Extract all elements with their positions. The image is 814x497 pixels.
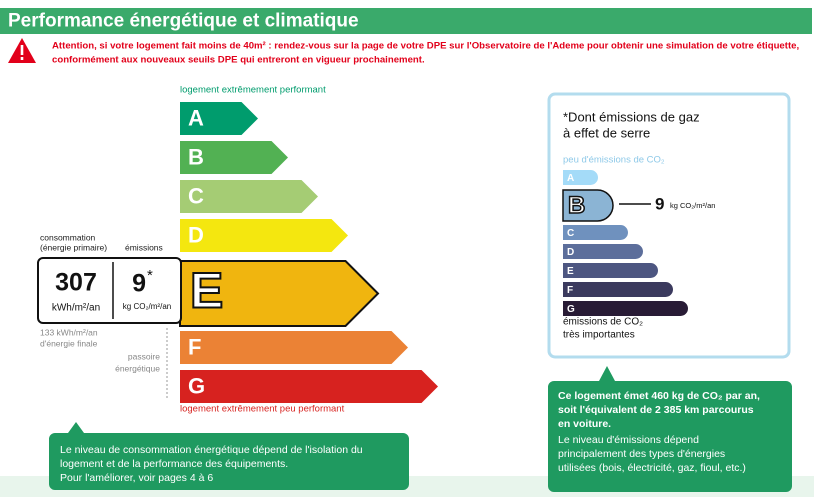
class-bar — [180, 180, 318, 213]
ghg-class-bar — [563, 244, 643, 259]
value-box — [37, 257, 182, 324]
emissions-unit: kg CO₂/m²/an — [123, 302, 171, 311]
ghg-class-bar — [562, 189, 614, 222]
ghg-top-note: peu d'émissions de CO₂ — [563, 155, 665, 166]
callout-text: en voiture. — [558, 418, 611, 430]
emissions-callout — [548, 366, 792, 492]
emissions-value: 9 — [132, 270, 146, 298]
bottom-note: logement extrêmement peu performant — [180, 404, 345, 415]
class-bar — [180, 219, 348, 252]
class-letter: G — [188, 373, 205, 398]
top-note: logement extrêmement performant — [180, 85, 326, 96]
class-letter: D — [188, 222, 204, 247]
warning-text: conformément aux nouveaux seuils DPE qui… — [52, 55, 425, 66]
ghg-class-letter: E — [567, 266, 574, 277]
passoire-note: énergétique — [115, 363, 160, 373]
ghg-bottom-note: très importantes — [563, 330, 635, 341]
ghg-class-letter: C — [567, 228, 574, 239]
emissions-mark: * — [147, 267, 153, 284]
final-energy: d'énergie finale — [40, 338, 98, 348]
class-letter: B — [188, 144, 204, 169]
header-bar — [0, 8, 812, 34]
ghg-title: à effet de serre — [563, 125, 650, 140]
class-letter: F — [188, 334, 201, 359]
class-bar — [180, 370, 438, 403]
ghg-class-bar — [563, 225, 628, 240]
callout-text: Le niveau d'émissions dépend — [558, 434, 699, 446]
ghg-class-letter: B — [568, 192, 585, 219]
consumption-callout — [49, 422, 409, 490]
emissions-caption: émissions — [125, 242, 163, 252]
ghg-unit: kg CO₂/m²/an — [670, 201, 715, 210]
class-letter: E — [190, 263, 223, 319]
ghg-class-letter: D — [567, 247, 574, 258]
class-letter: C — [188, 183, 204, 208]
callout-text: principalement des types d'énergies — [558, 448, 725, 460]
callout-text: utilisées (bois, électricité, gaz, fioul… — [558, 462, 746, 474]
callout-text: Ce logement émet 460 kg de CO₂ par an, — [558, 390, 760, 402]
callout-text: soit l'équivalent de 2 385 km parcourus — [558, 404, 754, 416]
class-bar — [180, 141, 288, 174]
ghg-class-letter: G — [567, 304, 575, 315]
ghg-class-bar — [563, 263, 658, 278]
ghg-bottom-note: émissions de CO₂ — [563, 317, 643, 328]
class-letter: A — [188, 105, 204, 130]
ghg-class-bar — [563, 282, 673, 297]
callout-text: Pour l'améliorer, voir pages 4 à 6 — [60, 472, 213, 484]
callout-text: Le niveau de consommation énergétique dé… — [60, 444, 363, 456]
ghg-class-letter: A — [567, 173, 574, 184]
warning-icon-bar — [20, 45, 24, 55]
callout-text: logement et de la performance des équipe… — [60, 458, 288, 470]
consumption-value: 307 — [55, 269, 97, 297]
ghg-value: 9 — [655, 194, 664, 213]
warning-text: Attention, si votre logement fait moins … — [52, 41, 799, 52]
class-bar — [180, 102, 258, 135]
consumption-caption: consommation — [40, 232, 96, 242]
consumption-caption: (énergie primaire) — [40, 242, 107, 252]
passoire-note: passoire — [128, 351, 160, 361]
ghg-class-bar — [563, 301, 688, 316]
ghg-title: *Dont émissions de gaz — [563, 109, 700, 124]
consumption-unit: kWh/m²/an — [52, 303, 100, 314]
class-bar — [180, 331, 408, 364]
warning-icon-dot — [20, 57, 24, 60]
ghg-class-letter: F — [567, 285, 573, 296]
ghg-class-bar — [563, 170, 598, 185]
final-energy: 133 kWh/m²/an — [40, 327, 98, 337]
header-title: Performance énergétique et climatique — [8, 11, 359, 32]
